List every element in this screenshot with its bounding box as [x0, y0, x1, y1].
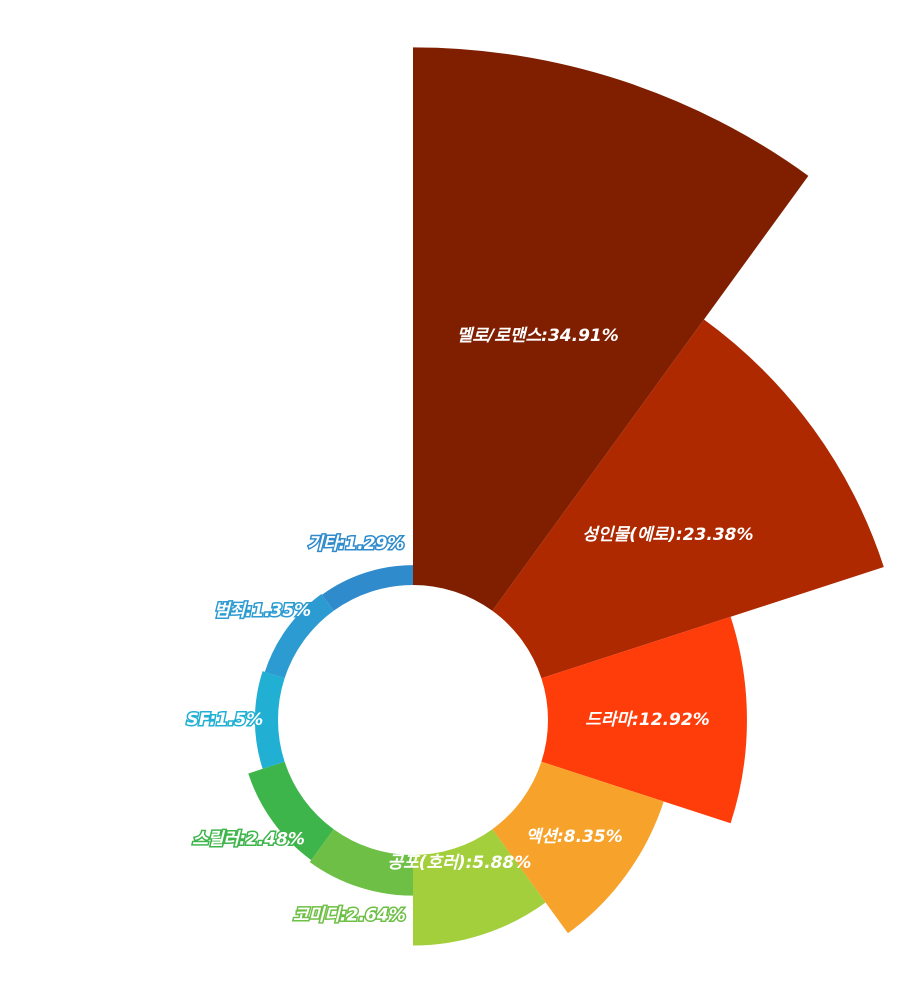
rose-sector [309, 829, 413, 896]
data-label: 기타:1.29% [307, 534, 404, 554]
data-label: 멜로/로맨스:34.91% [457, 326, 619, 346]
data-label: SF:1.5% [186, 710, 263, 730]
data-label: 드라마:12.92% [585, 710, 710, 730]
rose-sector [264, 593, 334, 679]
rose-sector [413, 47, 809, 611]
data-label: 액션:8.35% [526, 827, 623, 847]
rose-sector [321, 565, 413, 611]
rose-sector [492, 319, 884, 679]
rose-sector [541, 616, 747, 824]
rose-sector [254, 671, 285, 769]
rose-sector [413, 829, 546, 946]
rose-sector [492, 761, 664, 934]
data-label: 범죄:1.35% [214, 601, 311, 621]
rose-sector [248, 761, 334, 861]
data-label: 스릴러:2.48% [192, 829, 305, 849]
data-label: 코미디:2.64% [293, 906, 406, 926]
data-label: 공포(호러):5.88% [388, 853, 532, 873]
data-label: 성인물(에로):23.38% [582, 525, 753, 545]
